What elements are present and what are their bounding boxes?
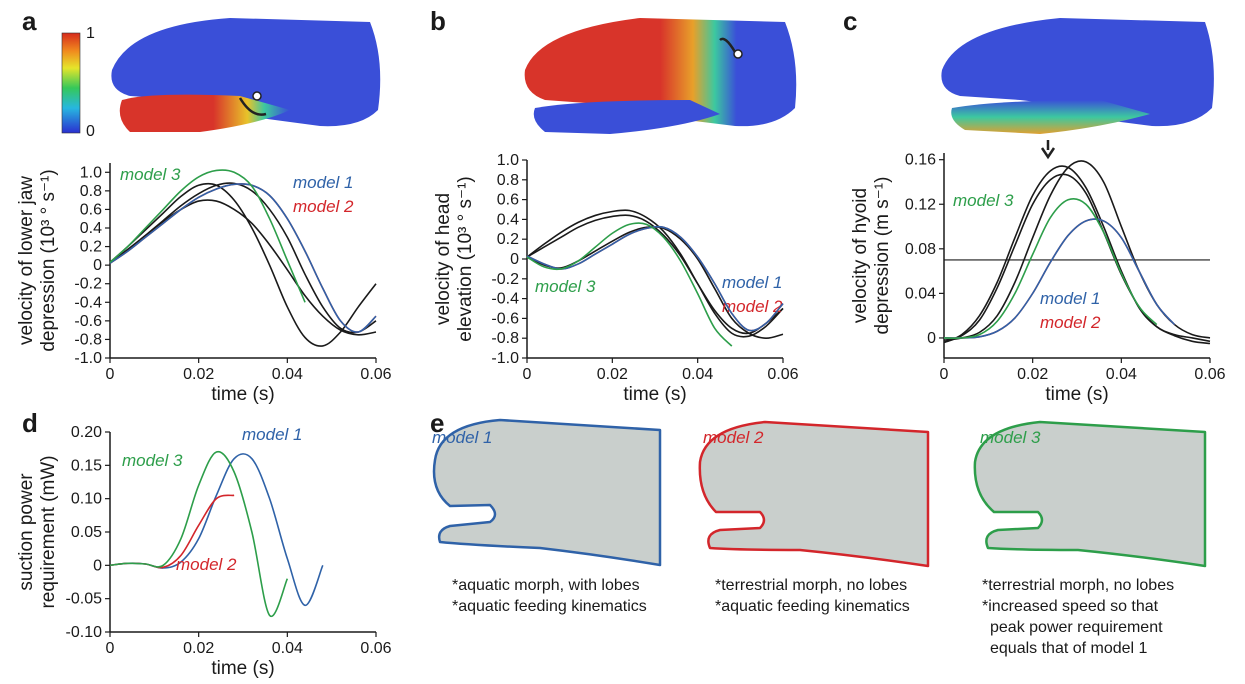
note: *terrestrial morph, no lobes: [715, 577, 907, 594]
note: *aquatic morph, with lobes: [452, 577, 640, 594]
note: *terrestrial morph, no lobes: [982, 577, 1174, 594]
y-axis-label: suction power: [16, 473, 37, 591]
x-tick-label: 0.02: [1017, 366, 1048, 383]
y-axis-label: velocity of lower jaw: [16, 176, 37, 345]
y-tick-label: 0.8: [497, 172, 519, 189]
jaw-b: [534, 100, 720, 134]
x-tick-label: 0.04: [272, 366, 303, 383]
x-tick-label: 0.06: [1194, 366, 1225, 383]
panel-letter: d: [22, 408, 38, 438]
panel-letter: b: [430, 6, 446, 36]
x-tick-label: 0.02: [183, 640, 214, 657]
note: equals that of model 1: [990, 640, 1148, 657]
series-label: model 3: [953, 191, 1014, 210]
y-tick-label: -0.10: [66, 624, 103, 641]
y-axis-label: depression (10³ ° s⁻¹): [38, 169, 59, 351]
y-tick-label: 0.4: [497, 211, 519, 228]
y-tick-label: -0.4: [491, 291, 519, 308]
series-label: model 2: [293, 197, 354, 216]
y-axis-label: requirement (mW): [38, 455, 59, 608]
y-tick-label: -0.8: [74, 331, 102, 348]
y-tick-label: 0.16: [905, 152, 936, 169]
y-tick-label: 0.12: [905, 196, 936, 213]
y-tick-label: 0.4: [80, 220, 102, 237]
x-tick-label: 0.04: [1106, 366, 1137, 383]
y-tick-label: 0: [927, 330, 936, 347]
model-label: model 2: [703, 428, 764, 447]
model-label: model 1: [432, 428, 492, 447]
x-axis-label: time (s): [623, 384, 686, 405]
y-axis-label: depression (m s⁻¹): [872, 177, 893, 335]
x-tick-label: 0: [523, 366, 532, 383]
y-axis-label: elevation (10³ ° s⁻¹): [455, 176, 476, 341]
x-tick-label: 0.04: [272, 640, 303, 657]
y-tick-label: 1.0: [497, 152, 519, 169]
y-tick-label: -0.4: [74, 294, 102, 311]
colorbar-max: 1: [86, 25, 95, 42]
y-tick-label: -1.0: [74, 350, 102, 367]
y-tick-label: 0.10: [71, 491, 102, 508]
note: *aquatic feeding kinematics: [715, 598, 910, 615]
series-label: model 3: [535, 277, 596, 296]
x-tick-label: 0: [106, 640, 115, 657]
note: peak power requirement: [990, 619, 1163, 636]
series-line: [110, 454, 323, 605]
pivot-b: [734, 50, 742, 58]
x-tick-label: 0: [940, 366, 949, 383]
y-tick-label: 0.05: [71, 524, 102, 541]
x-tick-label: 0.06: [360, 640, 391, 657]
x-tick-label: 0.04: [682, 366, 713, 383]
x-tick-label: 0.06: [767, 366, 798, 383]
series-label: model 3: [122, 451, 183, 470]
series-label: model 2: [1040, 313, 1101, 332]
y-tick-label: 0: [510, 251, 519, 268]
series-label: model 1: [293, 173, 353, 192]
x-tick-label: 0.02: [597, 366, 628, 383]
y-tick-label: -0.6: [491, 310, 519, 327]
x-tick-label: 0: [106, 366, 115, 383]
y-tick-label: 0.2: [497, 231, 519, 248]
y-tick-label: 0.6: [497, 192, 519, 209]
y-tick-label: 0.2: [80, 239, 102, 256]
color-bar: [62, 33, 80, 133]
x-axis-label: time (s): [211, 384, 274, 405]
x-axis-label: time (s): [1045, 384, 1108, 405]
series-label: model 3: [120, 165, 181, 184]
y-tick-label: 0.04: [905, 285, 936, 302]
x-tick-label: 0.06: [360, 366, 391, 383]
series-label: model 2: [176, 555, 237, 574]
y-tick-label: -1.0: [491, 350, 519, 367]
y-tick-label: 0.08: [905, 241, 936, 258]
series-label: model 1: [242, 425, 302, 444]
y-tick-label: -0.05: [66, 591, 103, 608]
y-tick-label: 1.0: [80, 164, 102, 181]
series-label: model 1: [722, 273, 782, 292]
note: *aquatic feeding kinematics: [452, 598, 647, 615]
pivot-a: [253, 92, 261, 100]
x-tick-label: 0.02: [183, 366, 214, 383]
figure: abcde10model 1*aquatic morph, with lobes…: [0, 0, 1245, 684]
y-tick-label: -0.8: [491, 330, 519, 347]
series-label: model 1: [1040, 289, 1100, 308]
y-tick-label: -0.2: [491, 271, 519, 288]
arrow-c: [1042, 140, 1054, 157]
x-axis-label: time (s): [211, 658, 274, 679]
y-tick-label: 0: [93, 557, 102, 574]
y-tick-label: 0.6: [80, 201, 102, 218]
y-tick-label: 0.20: [71, 424, 102, 441]
y-tick-label: -0.6: [74, 313, 102, 330]
panel-letter: a: [22, 6, 37, 36]
y-tick-label: 0.15: [71, 457, 102, 474]
colorbar-min: 0: [86, 123, 95, 140]
y-tick-label: -0.2: [74, 276, 102, 293]
panel-letter: c: [843, 6, 857, 36]
model-label: model 3: [980, 428, 1041, 447]
y-tick-label: 0: [93, 257, 102, 274]
y-axis-label: velocity of head: [433, 193, 454, 325]
y-tick-label: 0.8: [80, 183, 102, 200]
note: *increased speed so that: [982, 598, 1159, 615]
y-axis-label: velocity of hyoid: [850, 188, 871, 323]
